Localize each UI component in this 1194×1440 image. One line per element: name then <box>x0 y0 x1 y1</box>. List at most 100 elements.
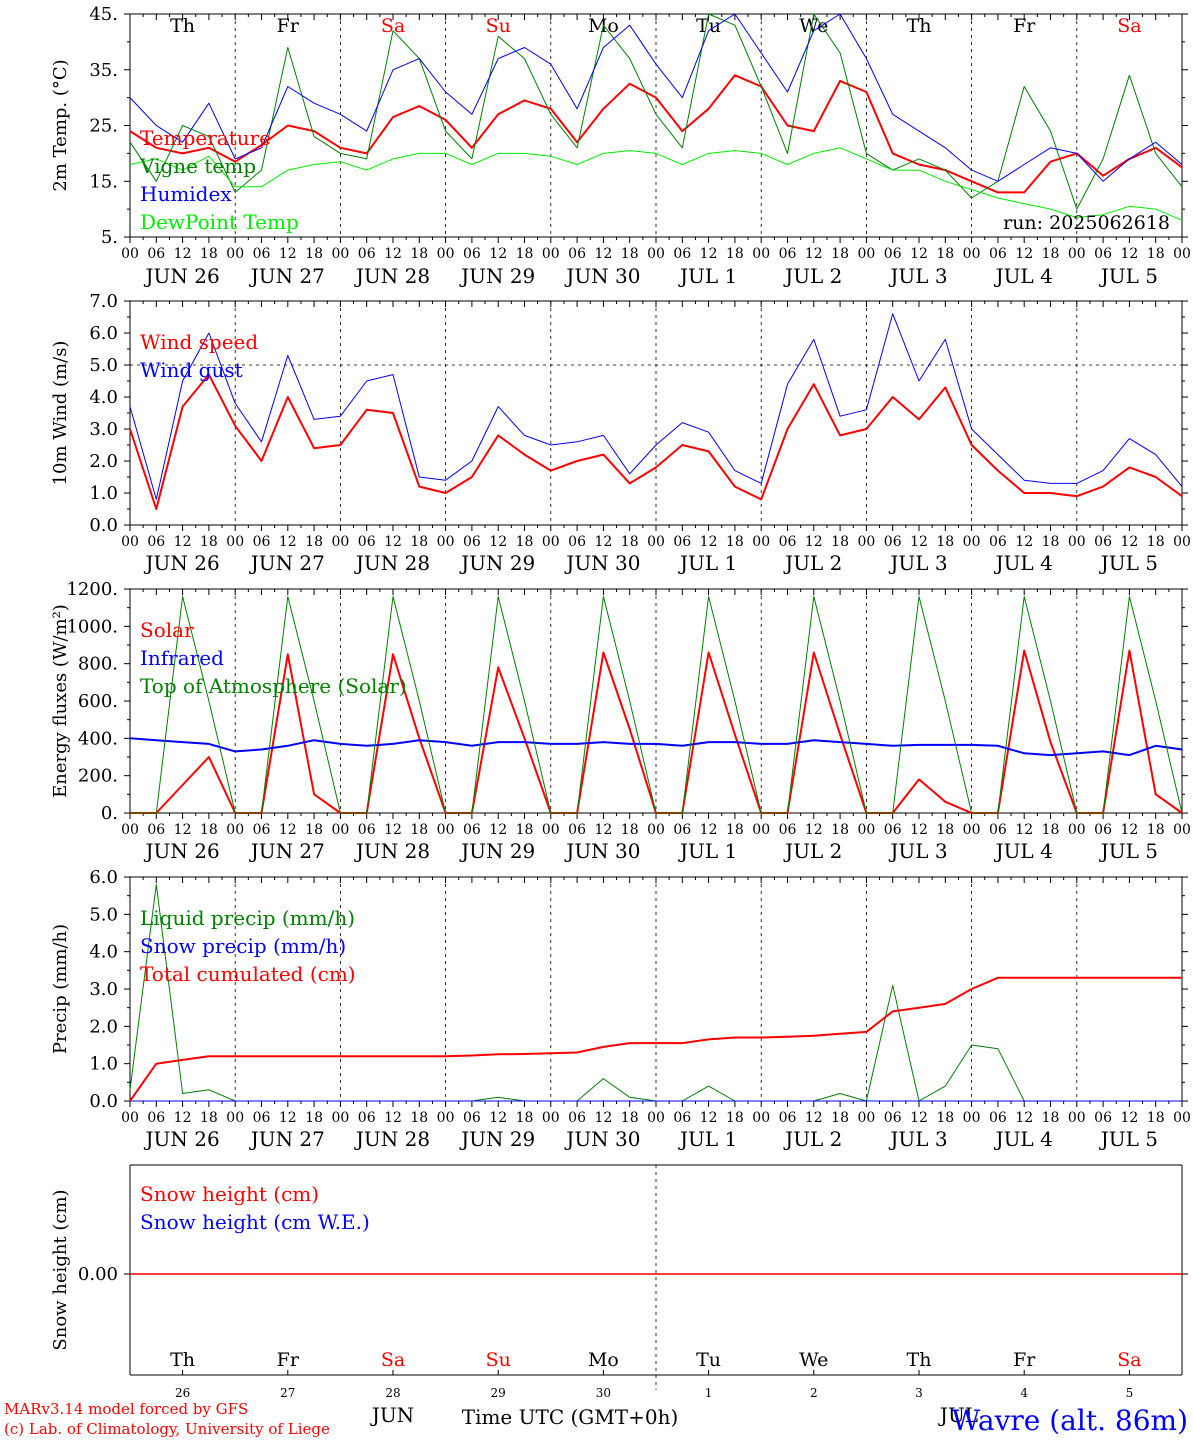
hour-tick-label: 18 <box>726 822 744 838</box>
hour-tick-label: 00 <box>1173 822 1191 838</box>
date-label: JUL 1 <box>678 264 737 288</box>
hour-tick-label: 00 <box>752 1110 770 1126</box>
hour-tick-label: 06 <box>253 534 271 550</box>
hour-tick-label: 00 <box>1068 534 1086 550</box>
hour-tick-label: 06 <box>779 246 797 262</box>
date-label: JUL 4 <box>994 551 1053 575</box>
hour-tick-label: 18 <box>410 1110 428 1126</box>
hour-tick-label: 12 <box>700 246 718 262</box>
date-label: JUL 4 <box>994 264 1053 288</box>
hour-tick-label: 00 <box>963 534 981 550</box>
y-tick-label: 600. <box>78 691 118 712</box>
hour-tick-label: 00 <box>752 246 770 262</box>
day-number: 2 <box>810 1386 818 1400</box>
hour-tick-label: 12 <box>279 1110 297 1126</box>
date-label: JUN 30 <box>564 839 640 863</box>
day-number: 27 <box>280 1386 295 1400</box>
hour-tick-label: 00 <box>963 246 981 262</box>
hour-tick-label: 18 <box>200 822 218 838</box>
hour-tick-label: 06 <box>147 822 165 838</box>
hour-tick-label: 12 <box>1015 534 1033 550</box>
y-tick-label: 1200. <box>66 579 118 600</box>
hour-tick-label: 00 <box>226 822 244 838</box>
hour-tick-label: 12 <box>910 1110 928 1126</box>
hour-tick-label: 00 <box>437 1110 455 1126</box>
hour-tick-label: 06 <box>884 822 902 838</box>
panel-2: 7.0 6.0 5.0 4.0 3.0 2.0 1.0 0.0 10m Wind (m/s) 00… <box>50 291 1191 575</box>
date-label: JUN 30 <box>564 264 640 288</box>
hour-tick-label: 18 <box>936 1110 954 1126</box>
hour-tick-label: 12 <box>910 534 928 550</box>
hour-tick-label: 18 <box>831 1110 849 1126</box>
hour-tick-label: 12 <box>910 246 928 262</box>
hour-tick-label: 12 <box>1015 1110 1033 1126</box>
hour-tick-label: 18 <box>1042 534 1060 550</box>
series-line-2 <box>129 737 1183 757</box>
hour-tick-label: 06 <box>253 822 271 838</box>
hour-tick-label: 18 <box>305 534 323 550</box>
hour-tick-label: 18 <box>1147 534 1165 550</box>
hour-tick-label: 18 <box>936 534 954 550</box>
hour-tick-label: 06 <box>147 534 165 550</box>
hour-tick-label: 00 <box>121 1110 139 1126</box>
day-number: 3 <box>915 1386 923 1400</box>
series-line-2 <box>129 13 1183 210</box>
hour-tick-label: 12 <box>1015 822 1033 838</box>
hour-tick-label: 12 <box>384 822 402 838</box>
hour-tick-label: 18 <box>726 1110 744 1126</box>
day-name: We <box>799 1349 828 1371</box>
date-label: JUL 3 <box>888 1127 947 1151</box>
hour-tick-label: 06 <box>989 1110 1007 1126</box>
hour-tick-label: 12 <box>174 246 192 262</box>
y-tick-label: 1.0 <box>89 483 118 504</box>
hour-tick-label: 06 <box>1094 822 1112 838</box>
hour-tick-label: 12 <box>174 534 192 550</box>
date-label: JUN 26 <box>144 264 220 288</box>
series-line-1 <box>129 373 1183 510</box>
hour-tick-label: 06 <box>358 246 376 262</box>
y-tick-label: 25. <box>89 116 118 137</box>
hour-tick-label: 00 <box>226 534 244 550</box>
day-name: Th <box>907 15 932 37</box>
run-annotation: run: 2025062618 <box>1003 212 1170 234</box>
hour-tick-label: 00 <box>857 822 875 838</box>
day-number: 29 <box>491 1386 506 1400</box>
hour-tick-label: 06 <box>989 822 1007 838</box>
y-tick-label: 1.0 <box>89 1054 118 1075</box>
hour-tick-label: 06 <box>147 246 165 262</box>
hour-tick-label: 18 <box>200 534 218 550</box>
credit-line-1: MARv3.14 model forced by GFS <box>4 1400 248 1418</box>
date-label: JUL 5 <box>1099 264 1158 288</box>
y-axis-label: 10m Wind (m/s) <box>50 341 71 486</box>
y-tick-label: 5.0 <box>89 904 118 925</box>
hour-tick-label: 00 <box>331 534 349 550</box>
hour-tick-label: 06 <box>673 1110 691 1126</box>
hour-tick-label: 12 <box>805 534 823 550</box>
date-label: JUN 28 <box>354 551 430 575</box>
hour-tick-label: 06 <box>779 534 797 550</box>
date-label: JUL 3 <box>888 839 947 863</box>
hour-tick-label: 06 <box>673 246 691 262</box>
y-tick-label: 800. <box>78 654 118 675</box>
hour-tick-label: 06 <box>568 822 586 838</box>
panel-1: 45. 35. 25. 15. 5. 2m Temp. (°C) 00 06 12 18 00 06 1… <box>50 4 1191 288</box>
hour-tick-label: 00 <box>331 822 349 838</box>
date-label: JUL 3 <box>888 551 947 575</box>
y-tick-label: 4.0 <box>89 387 118 408</box>
date-label: JUL 5 <box>1099 551 1158 575</box>
y-tick-label: 200. <box>78 766 118 787</box>
legend-entry: Total cumulated (cm) <box>140 962 356 986</box>
hour-tick-label: 06 <box>253 246 271 262</box>
hour-tick-label: 12 <box>384 534 402 550</box>
hour-tick-label: 00 <box>647 1110 665 1126</box>
hour-tick-label: 06 <box>1094 534 1112 550</box>
station-title: Wavre (alt. 86m) <box>952 1404 1188 1437</box>
hour-tick-label: 18 <box>831 534 849 550</box>
date-label: JUL 5 <box>1099 839 1158 863</box>
hour-tick-label: 00 <box>1173 246 1191 262</box>
y-tick-label: 2.0 <box>89 1016 118 1037</box>
hour-tick-label: 18 <box>831 822 849 838</box>
x-axis-label: Time UTC (GMT+0h) <box>462 1405 679 1429</box>
hour-tick-label: 12 <box>1120 1110 1138 1126</box>
y-tick-label: 3.0 <box>89 419 118 440</box>
